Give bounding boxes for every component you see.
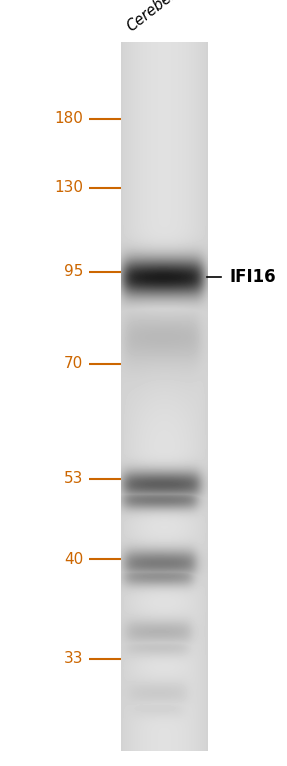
Text: 53: 53 <box>64 471 83 486</box>
Text: Cerebellum: Cerebellum <box>124 0 200 34</box>
Text: 95: 95 <box>64 264 83 280</box>
Text: 70: 70 <box>64 356 83 372</box>
Text: 33: 33 <box>64 651 83 666</box>
Text: 40: 40 <box>64 552 83 567</box>
Text: IFI16: IFI16 <box>230 268 276 286</box>
Text: 180: 180 <box>54 111 83 126</box>
Text: 130: 130 <box>54 180 83 195</box>
